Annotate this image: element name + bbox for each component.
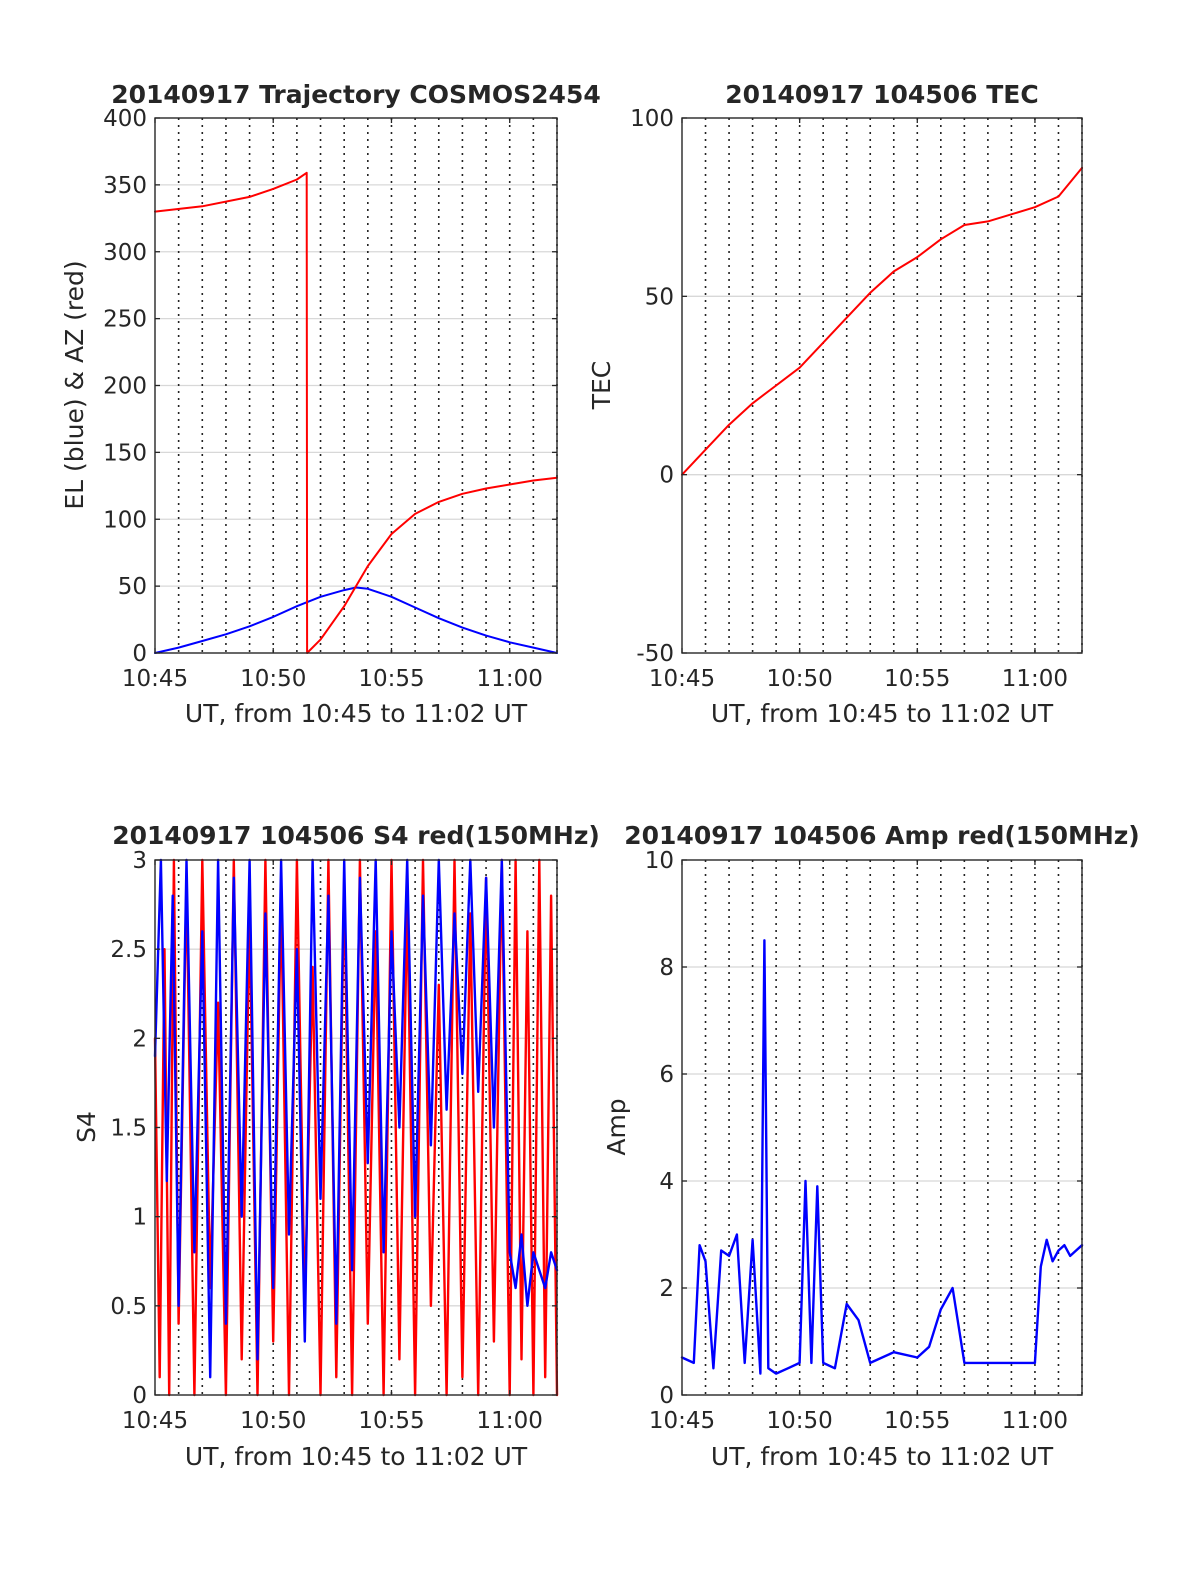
tec-chart: 20140917 104506 TEC UT, from 10:45 to 11… <box>587 80 1083 728</box>
trajectory-y-axis-label: EL (blue) & AZ (red) <box>60 260 89 509</box>
trajectory-x-tick-label: 10:45 <box>122 666 188 692</box>
s4-chart-title: 20140917 104506 S4 red(150MHz) <box>112 821 600 850</box>
amp-plot-frame <box>681 859 1083 1396</box>
amp-y-tick-label: 6 <box>659 1062 674 1088</box>
tec-y-tick-label: 100 <box>630 106 674 132</box>
s4-y-tick-label: 3 <box>132 848 147 874</box>
s4-y-tick-label: 0 <box>132 1383 147 1409</box>
tec-plot-frame <box>681 117 1083 654</box>
s4-y-tick-label: 1.5 <box>110 1116 147 1142</box>
s4-x-tick-label: 11:00 <box>477 1408 543 1434</box>
s4-y-tick-label: 0.5 <box>110 1294 147 1320</box>
amp-x-axis-label: UT, from 10:45 to 11:02 UT <box>711 1442 1054 1471</box>
s4-x-tick-label: 10:45 <box>122 1408 188 1434</box>
trajectory-series-el <box>154 586 558 654</box>
trajectory-y-tick-label: 200 <box>103 374 147 400</box>
tec-y-tick-label: 0 <box>659 463 674 489</box>
trajectory-y-tick-label: 50 <box>118 574 147 600</box>
amp-y-tick-label: 4 <box>659 1169 674 1195</box>
tec-chart-title: 20140917 104506 TEC <box>725 80 1038 109</box>
trajectory-x-tick-label: 10:50 <box>240 666 306 692</box>
s4-y-tick-label: 1 <box>132 1205 147 1231</box>
tec-x-tick-label: 11:00 <box>1002 666 1068 692</box>
amp-x-tick-label: 10:50 <box>766 1408 832 1434</box>
trajectory-y-tick-label: 250 <box>103 307 147 333</box>
tec-x-axis-label: UT, from 10:45 to 11:02 UT <box>711 699 1054 728</box>
tec-y-axis-label: TEC <box>587 361 616 411</box>
tec-y-tick-label: 50 <box>645 284 674 310</box>
s4-x-tick-label: 10:50 <box>240 1408 306 1434</box>
trajectory-y-tick-label: 150 <box>103 440 147 466</box>
amp-y-tick-label: 0 <box>659 1383 674 1409</box>
amp-x-tick-label: 10:55 <box>884 1408 950 1434</box>
tec-y-tick-label: -50 <box>636 641 674 667</box>
amp-x-tick-label: 11:00 <box>1002 1408 1068 1434</box>
s4-x-axis-label: UT, from 10:45 to 11:02 UT <box>185 1442 528 1471</box>
trajectory-y-tick-label: 100 <box>103 507 147 533</box>
trajectory-series-az <box>154 171 558 654</box>
s4-chart: 20140917 104506 S4 red(150MHz) UT, from … <box>72 821 600 1471</box>
s4-y-tick-label: 2.5 <box>110 937 147 963</box>
s4-y-tick-label: 2 <box>132 1026 147 1052</box>
trajectory-y-tick-label: 350 <box>103 173 147 199</box>
tec-x-tick-label: 10:55 <box>884 666 950 692</box>
trajectory-y-tick-label: 400 <box>103 106 147 132</box>
trajectory-y-tick-label: 300 <box>103 240 147 266</box>
amp-y-axis-label: Amp <box>602 1098 631 1155</box>
amp-y-tick-label: 8 <box>659 955 674 981</box>
tec-x-tick-label: 10:45 <box>649 666 715 692</box>
amp-chart: 20140917 104506 Amp red(150MHz) UT, from… <box>602 821 1140 1471</box>
tec-series-tec <box>681 166 1083 476</box>
amp-chart-title: 20140917 104506 Amp red(150MHz) <box>624 821 1140 850</box>
trajectory-x-tick-label: 11:00 <box>477 666 543 692</box>
amp-y-tick-label: 2 <box>659 1276 674 1302</box>
s4-y-axis-label: S4 <box>72 1111 101 1143</box>
s4-x-tick-label: 10:55 <box>358 1408 424 1434</box>
amp-x-tick-label: 10:45 <box>649 1408 715 1434</box>
tec-x-tick-label: 10:50 <box>766 666 832 692</box>
trajectory-x-axis-label: UT, from 10:45 to 11:02 UT <box>185 699 528 728</box>
amp-series-amp <box>680 939 1084 1375</box>
amp-y-tick-label: 10 <box>645 848 674 874</box>
trajectory-x-tick-label: 10:55 <box>358 666 424 692</box>
trajectory-chart-title: 20140917 Trajectory COSMOS2454 <box>111 80 601 109</box>
trajectory-y-tick-label: 0 <box>132 641 147 667</box>
trajectory-chart: 20140917 Trajectory COSMOS2454 UT, from … <box>60 80 601 728</box>
